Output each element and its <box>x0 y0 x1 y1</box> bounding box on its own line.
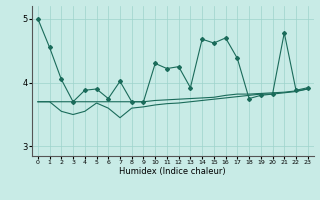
X-axis label: Humidex (Indice chaleur): Humidex (Indice chaleur) <box>119 167 226 176</box>
